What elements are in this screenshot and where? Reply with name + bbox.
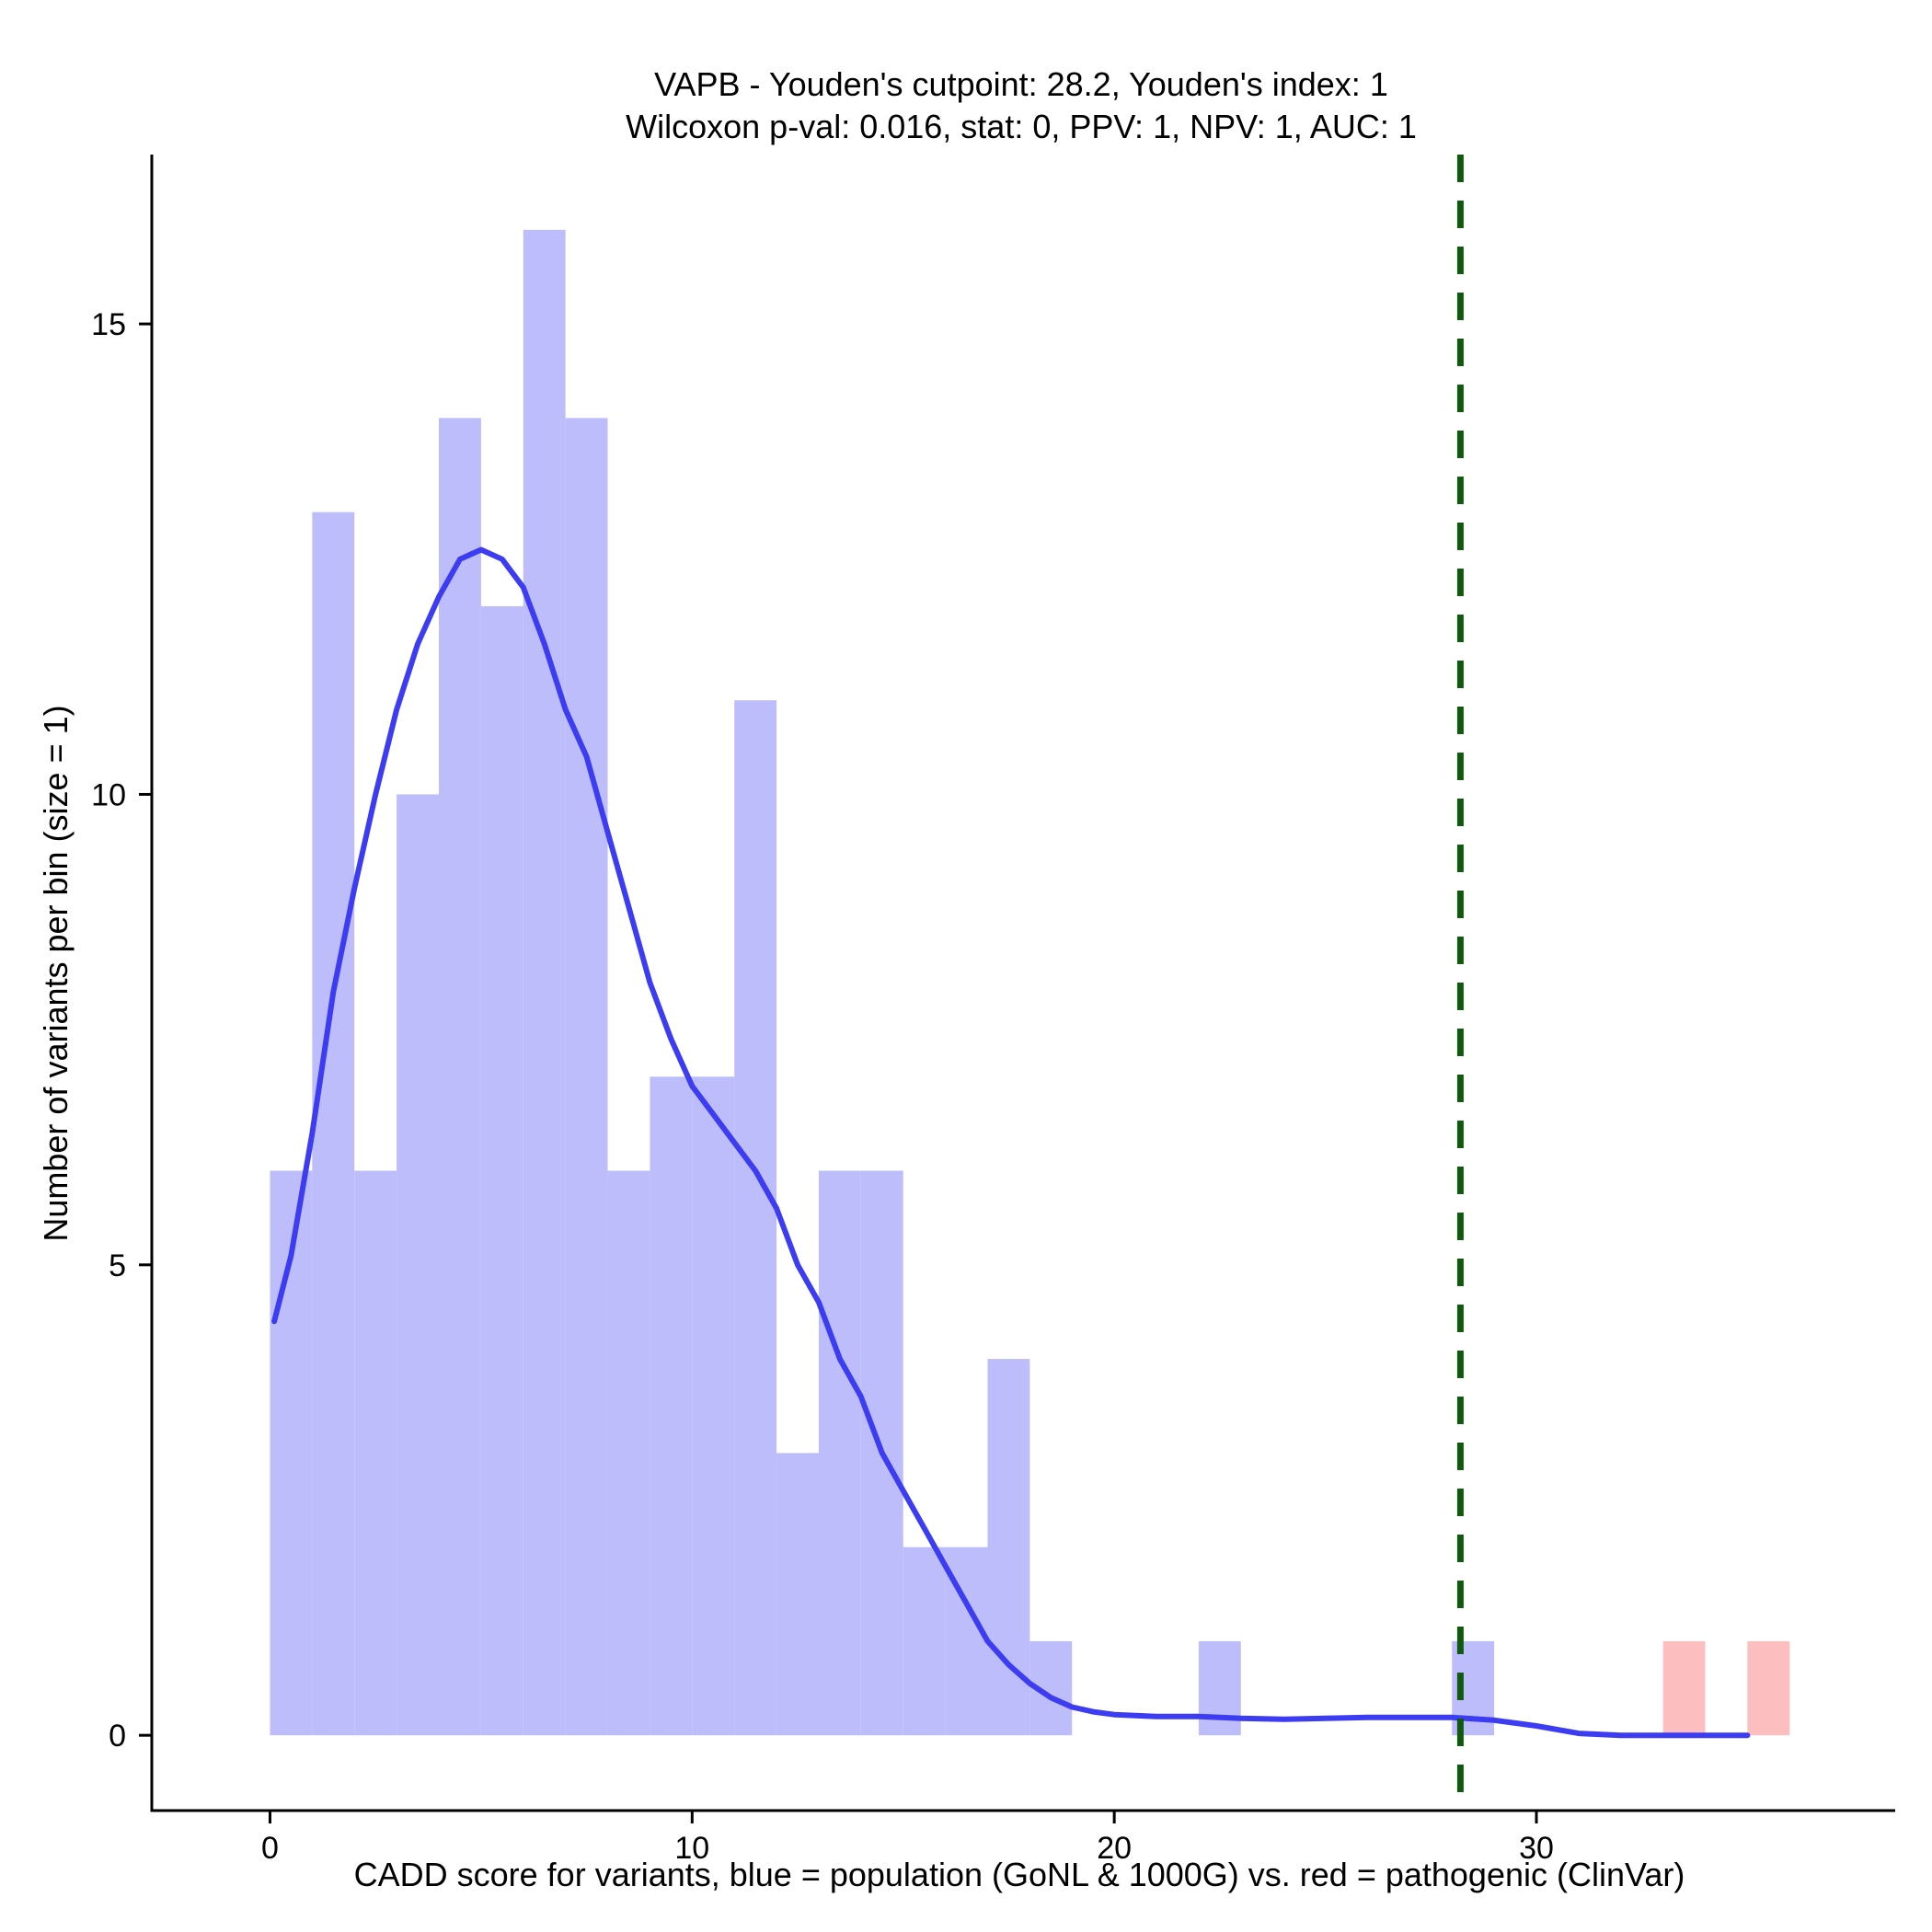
population-bar [354, 1170, 397, 1736]
y-tick-label: 5 [109, 1248, 126, 1283]
y-tick-label: 15 [91, 307, 126, 342]
population-bar [818, 1170, 861, 1736]
pathogenic-bar [1662, 1640, 1706, 1736]
x-tick-label: 0 [261, 1831, 279, 1866]
population-bar [607, 1170, 650, 1736]
population-bar [312, 512, 355, 1736]
axes: 0 10 20 30 0 5 10 15 [91, 155, 1895, 1866]
y-tick-label: 10 [91, 777, 126, 812]
x-tick-label: 20 [1097, 1831, 1132, 1866]
chart-title-line-2: Wilcoxon p-val: 0.016, stat: 0, PPV: 1, … [626, 108, 1417, 145]
chart-text: VAPB - Youden's cutpoint: 28.2, Youden's… [37, 65, 1685, 1893]
population-bar [397, 794, 440, 1736]
population-bar [439, 418, 481, 1736]
x-tick-label: 10 [674, 1831, 709, 1866]
population-bar [692, 1076, 735, 1736]
population-bar [523, 229, 566, 1736]
population-bar [903, 1547, 946, 1736]
population-bar [734, 700, 777, 1736]
y-tick-label: 0 [109, 1719, 126, 1754]
population-bar [987, 1359, 1030, 1736]
population-bar [480, 605, 523, 1736]
x-axis-title: CADD score for variants, blue = populati… [354, 1856, 1685, 1893]
population-bar [565, 418, 608, 1736]
density-curve [271, 546, 1751, 1739]
pathogenic-bar [1747, 1640, 1790, 1736]
y-axis-title: Number of variants per bin (size = 1) [37, 705, 75, 1241]
histogram-bars [270, 229, 1790, 1736]
x-tick-label: 30 [1519, 1831, 1554, 1866]
population-bar [776, 1453, 819, 1736]
density-curve-layer [271, 546, 1751, 1739]
chart-title-line-1: VAPB - Youden's cutpoint: 28.2, Youden's… [654, 65, 1388, 103]
population-bar [1198, 1640, 1241, 1736]
population-bar [650, 1076, 693, 1736]
